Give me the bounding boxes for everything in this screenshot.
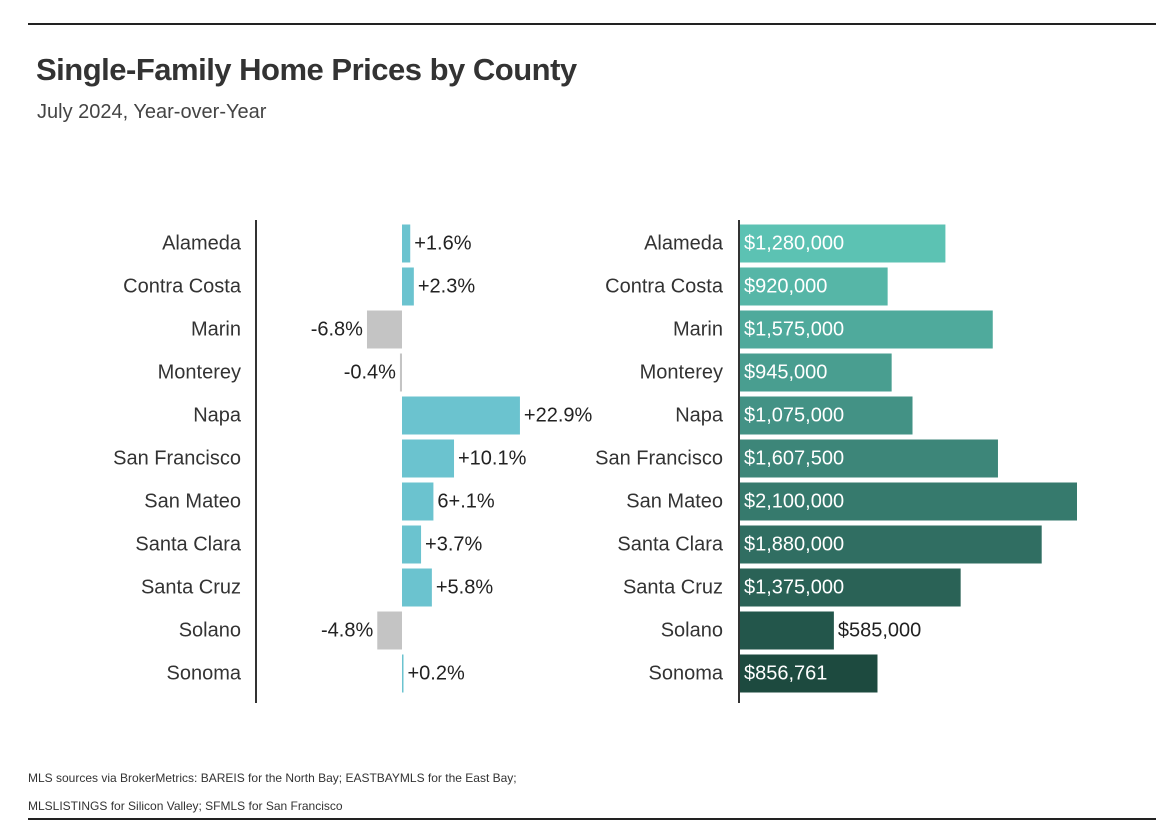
change-value-label: 6+.1% xyxy=(437,491,494,513)
change-value-label: -0.4% xyxy=(344,362,396,384)
price-category-label: Napa xyxy=(675,405,724,427)
price-value-label: $1,607,500 xyxy=(744,448,844,470)
change-bar xyxy=(402,482,434,521)
chart-title: Single-Family Home Prices by County xyxy=(36,52,577,87)
change-bar xyxy=(402,439,455,478)
change-value-label: +0.2% xyxy=(408,663,465,685)
change-bar xyxy=(399,353,402,392)
change-value-label: +1.6% xyxy=(414,233,471,255)
change-category-label: Sonoma xyxy=(167,663,242,685)
change-value-label: +3.7% xyxy=(425,534,482,556)
change-bar xyxy=(366,310,402,349)
price-category-label: San Francisco xyxy=(595,448,723,470)
change-bar xyxy=(402,525,422,564)
price-value-label: $856,761 xyxy=(744,663,827,685)
change-category-label: Santa Cruz xyxy=(141,577,241,599)
price-category-label: Marin xyxy=(673,319,723,341)
change-bar xyxy=(402,568,432,607)
price-bar xyxy=(740,611,834,650)
price-category-label: Solano xyxy=(661,620,723,642)
price-bar xyxy=(740,224,946,263)
change-category-label: Contra Costa xyxy=(123,276,242,298)
source-note: MLS sources via BrokerMetrics: BAREIS fo… xyxy=(28,771,517,813)
change-category-label: San Francisco xyxy=(113,448,241,470)
price-bar xyxy=(740,654,878,693)
price-bar xyxy=(740,482,1077,521)
change-bar xyxy=(402,267,414,306)
price-category-label: Alameda xyxy=(644,233,724,255)
change-value-label: +10.1% xyxy=(458,448,527,470)
change-bar xyxy=(402,396,520,435)
price-value-label: $1,575,000 xyxy=(744,319,844,341)
change-category-label: San Mateo xyxy=(144,491,241,513)
bottom-rule xyxy=(28,818,1156,820)
chart-subtitle: July 2024, Year-over-Year xyxy=(37,101,267,123)
change-category-label: Alameda xyxy=(162,233,242,255)
price-category-label: Contra Costa xyxy=(605,276,724,298)
price-value-label: $1,880,000 xyxy=(744,534,844,556)
change-category-label: Napa xyxy=(193,405,242,427)
price-category-label: Santa Cruz xyxy=(623,577,723,599)
price-bar xyxy=(740,525,1042,564)
price-value-label: $1,280,000 xyxy=(744,233,844,255)
change-bar xyxy=(402,224,411,263)
price-bar xyxy=(740,353,892,392)
price-bar xyxy=(740,310,993,349)
price-bar xyxy=(740,439,998,478)
price-value-label: $920,000 xyxy=(744,276,827,298)
change-bar xyxy=(377,611,402,650)
price-value-label: $945,000 xyxy=(744,362,827,384)
change-category-label: Marin xyxy=(191,319,241,341)
change-category-label: Santa Clara xyxy=(135,534,241,556)
price-bar xyxy=(740,396,913,435)
price-value-label: $1,375,000 xyxy=(744,577,844,599)
price-category-label: San Mateo xyxy=(626,491,723,513)
price-category-label: Santa Clara xyxy=(617,534,723,556)
change-value-label: -6.8% xyxy=(311,319,363,341)
top-rule xyxy=(28,23,1156,25)
price-value-label: $2,100,000 xyxy=(744,491,844,513)
price-category-label: Sonoma xyxy=(649,663,724,685)
change-value-label: +22.9% xyxy=(524,405,593,427)
change-value-label: -4.8% xyxy=(321,620,373,642)
change-category-label: Solano xyxy=(179,620,241,642)
price-bar xyxy=(740,267,888,306)
price-value-label: $1,075,000 xyxy=(744,405,844,427)
change-value-label: +5.8% xyxy=(436,577,493,599)
price-bar xyxy=(740,568,961,607)
change-category-label: Monterey xyxy=(158,362,241,384)
change-value-label: +2.3% xyxy=(418,276,475,298)
price-value-label: $585,000 xyxy=(838,620,921,642)
change-bar xyxy=(402,654,404,693)
price-category-label: Monterey xyxy=(640,362,723,384)
